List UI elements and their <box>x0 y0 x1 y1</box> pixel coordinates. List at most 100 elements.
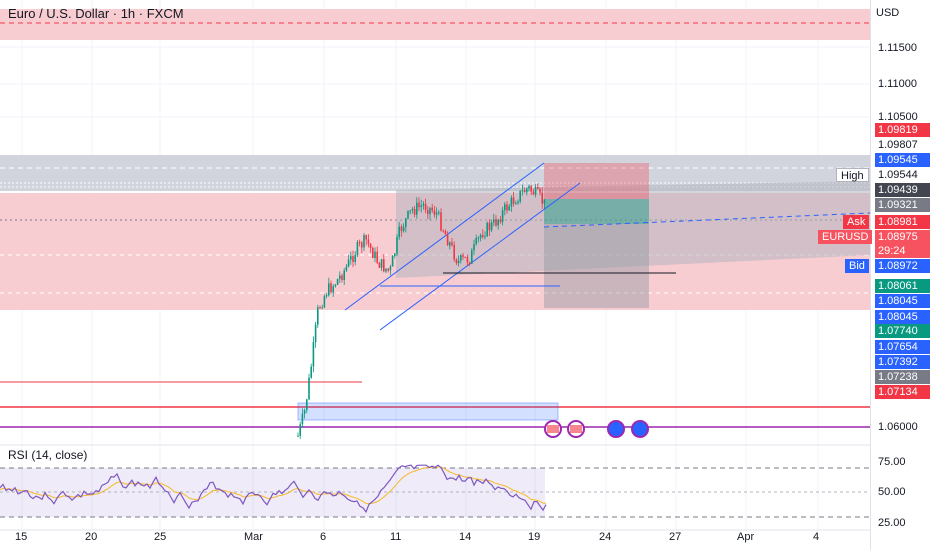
candle-body <box>367 239 370 244</box>
candle-body <box>482 234 484 237</box>
price-label: 1.09545 <box>875 153 930 167</box>
price-label: 1.07654 <box>875 340 930 354</box>
price-label: 1.07238 <box>875 370 930 384</box>
wedge-pattern[interactable] <box>396 181 870 278</box>
candle-body <box>539 188 541 193</box>
candle-body <box>541 192 543 204</box>
high-tag: High <box>836 168 869 182</box>
candle-body <box>339 275 341 280</box>
candle-body <box>314 324 317 343</box>
candle-body <box>372 248 374 259</box>
candle-body <box>512 197 515 204</box>
candle-body <box>343 270 345 280</box>
candle-body <box>515 203 517 205</box>
candle-body <box>383 259 385 272</box>
ask-tag: Ask <box>843 215 870 229</box>
candle-body <box>416 202 418 215</box>
candle-body <box>306 399 308 411</box>
candle-body <box>506 204 508 211</box>
candle-body <box>297 435 299 437</box>
main-chart-canvas[interactable] <box>0 0 870 550</box>
candle-body <box>409 210 411 212</box>
price-tick: 1.06000 <box>878 421 918 433</box>
candle-body <box>341 275 343 280</box>
candle-body <box>402 227 405 232</box>
rsi-tick: 75.00 <box>878 456 906 468</box>
time-tick: Apr <box>737 531 755 543</box>
candle-body <box>376 251 378 263</box>
candle-body <box>460 255 462 261</box>
candle-body <box>400 226 403 232</box>
price-scale[interactable] <box>870 0 932 550</box>
candle-body <box>497 219 499 226</box>
candle-body <box>312 342 315 367</box>
time-tick: 14 <box>459 531 472 543</box>
candle-body <box>449 242 451 246</box>
candle-body <box>490 222 493 231</box>
candle-body <box>429 207 431 215</box>
price-label: 29:24 <box>875 244 930 258</box>
candle-body <box>455 259 458 264</box>
candle-body <box>394 253 396 256</box>
economic-event-icons[interactable] <box>544 420 649 438</box>
candle-body <box>440 212 442 231</box>
candle-body <box>532 191 535 195</box>
position-stop-zone[interactable] <box>544 163 649 199</box>
candle-body <box>422 204 425 206</box>
price-tick: 1.11000 <box>878 78 917 90</box>
candle-body <box>477 237 480 239</box>
candle-body <box>486 222 488 237</box>
candle-body <box>365 235 367 240</box>
candle-body <box>438 212 440 214</box>
candle-body <box>345 266 348 271</box>
candlestick-series <box>297 183 546 439</box>
candle-body <box>328 283 330 296</box>
candle-body <box>528 186 530 189</box>
candle-body <box>374 251 376 259</box>
time-tick: 11 <box>390 531 402 543</box>
candle-body <box>411 208 414 211</box>
candle-body <box>442 230 444 232</box>
candle-body <box>332 286 334 293</box>
candle-body <box>468 262 471 264</box>
price-tick: 1.10500 <box>878 111 918 123</box>
candle-body <box>473 244 475 251</box>
candle-body <box>427 209 429 215</box>
time-tick: 4 <box>813 531 820 543</box>
candle-body <box>352 256 354 262</box>
candle-body <box>493 219 495 223</box>
candle-body <box>405 218 407 228</box>
candle-body <box>508 206 510 211</box>
price-label: 1.08975 <box>875 230 930 244</box>
rsi-tick: 25.00 <box>878 517 906 529</box>
price-label: 1.09439 <box>875 183 930 197</box>
candle-body <box>350 256 352 260</box>
price-label: 1.08061 <box>875 279 930 293</box>
currency-button[interactable]: USD <box>876 7 900 19</box>
candle-body <box>354 254 356 262</box>
candle-body <box>519 190 521 202</box>
rsi-tick: 50.00 <box>878 486 906 498</box>
price-label: 1.07392 <box>875 355 930 369</box>
time-tick: 24 <box>599 531 612 543</box>
supply-zone-top[interactable] <box>0 9 870 40</box>
candle-body <box>358 241 361 243</box>
price-tick: 1.11500 <box>878 42 917 54</box>
ascending-channel[interactable] <box>344 162 581 331</box>
candle-body <box>521 190 524 192</box>
candle-body <box>543 199 546 204</box>
candle-body <box>308 377 310 400</box>
bid-tag: Bid <box>845 259 869 273</box>
candle-body <box>435 212 438 215</box>
candle-body <box>330 283 332 293</box>
time-tick: 15 <box>15 531 28 543</box>
candle-body <box>453 245 455 260</box>
candle-body <box>484 236 486 238</box>
time-tick: 27 <box>669 531 682 543</box>
position-target-zone[interactable] <box>544 199 649 224</box>
candle-body <box>299 424 301 436</box>
candle-body <box>523 190 526 193</box>
fvg-zone[interactable] <box>297 402 559 421</box>
candle-body <box>451 242 453 246</box>
position-projection-zone <box>544 224 649 308</box>
